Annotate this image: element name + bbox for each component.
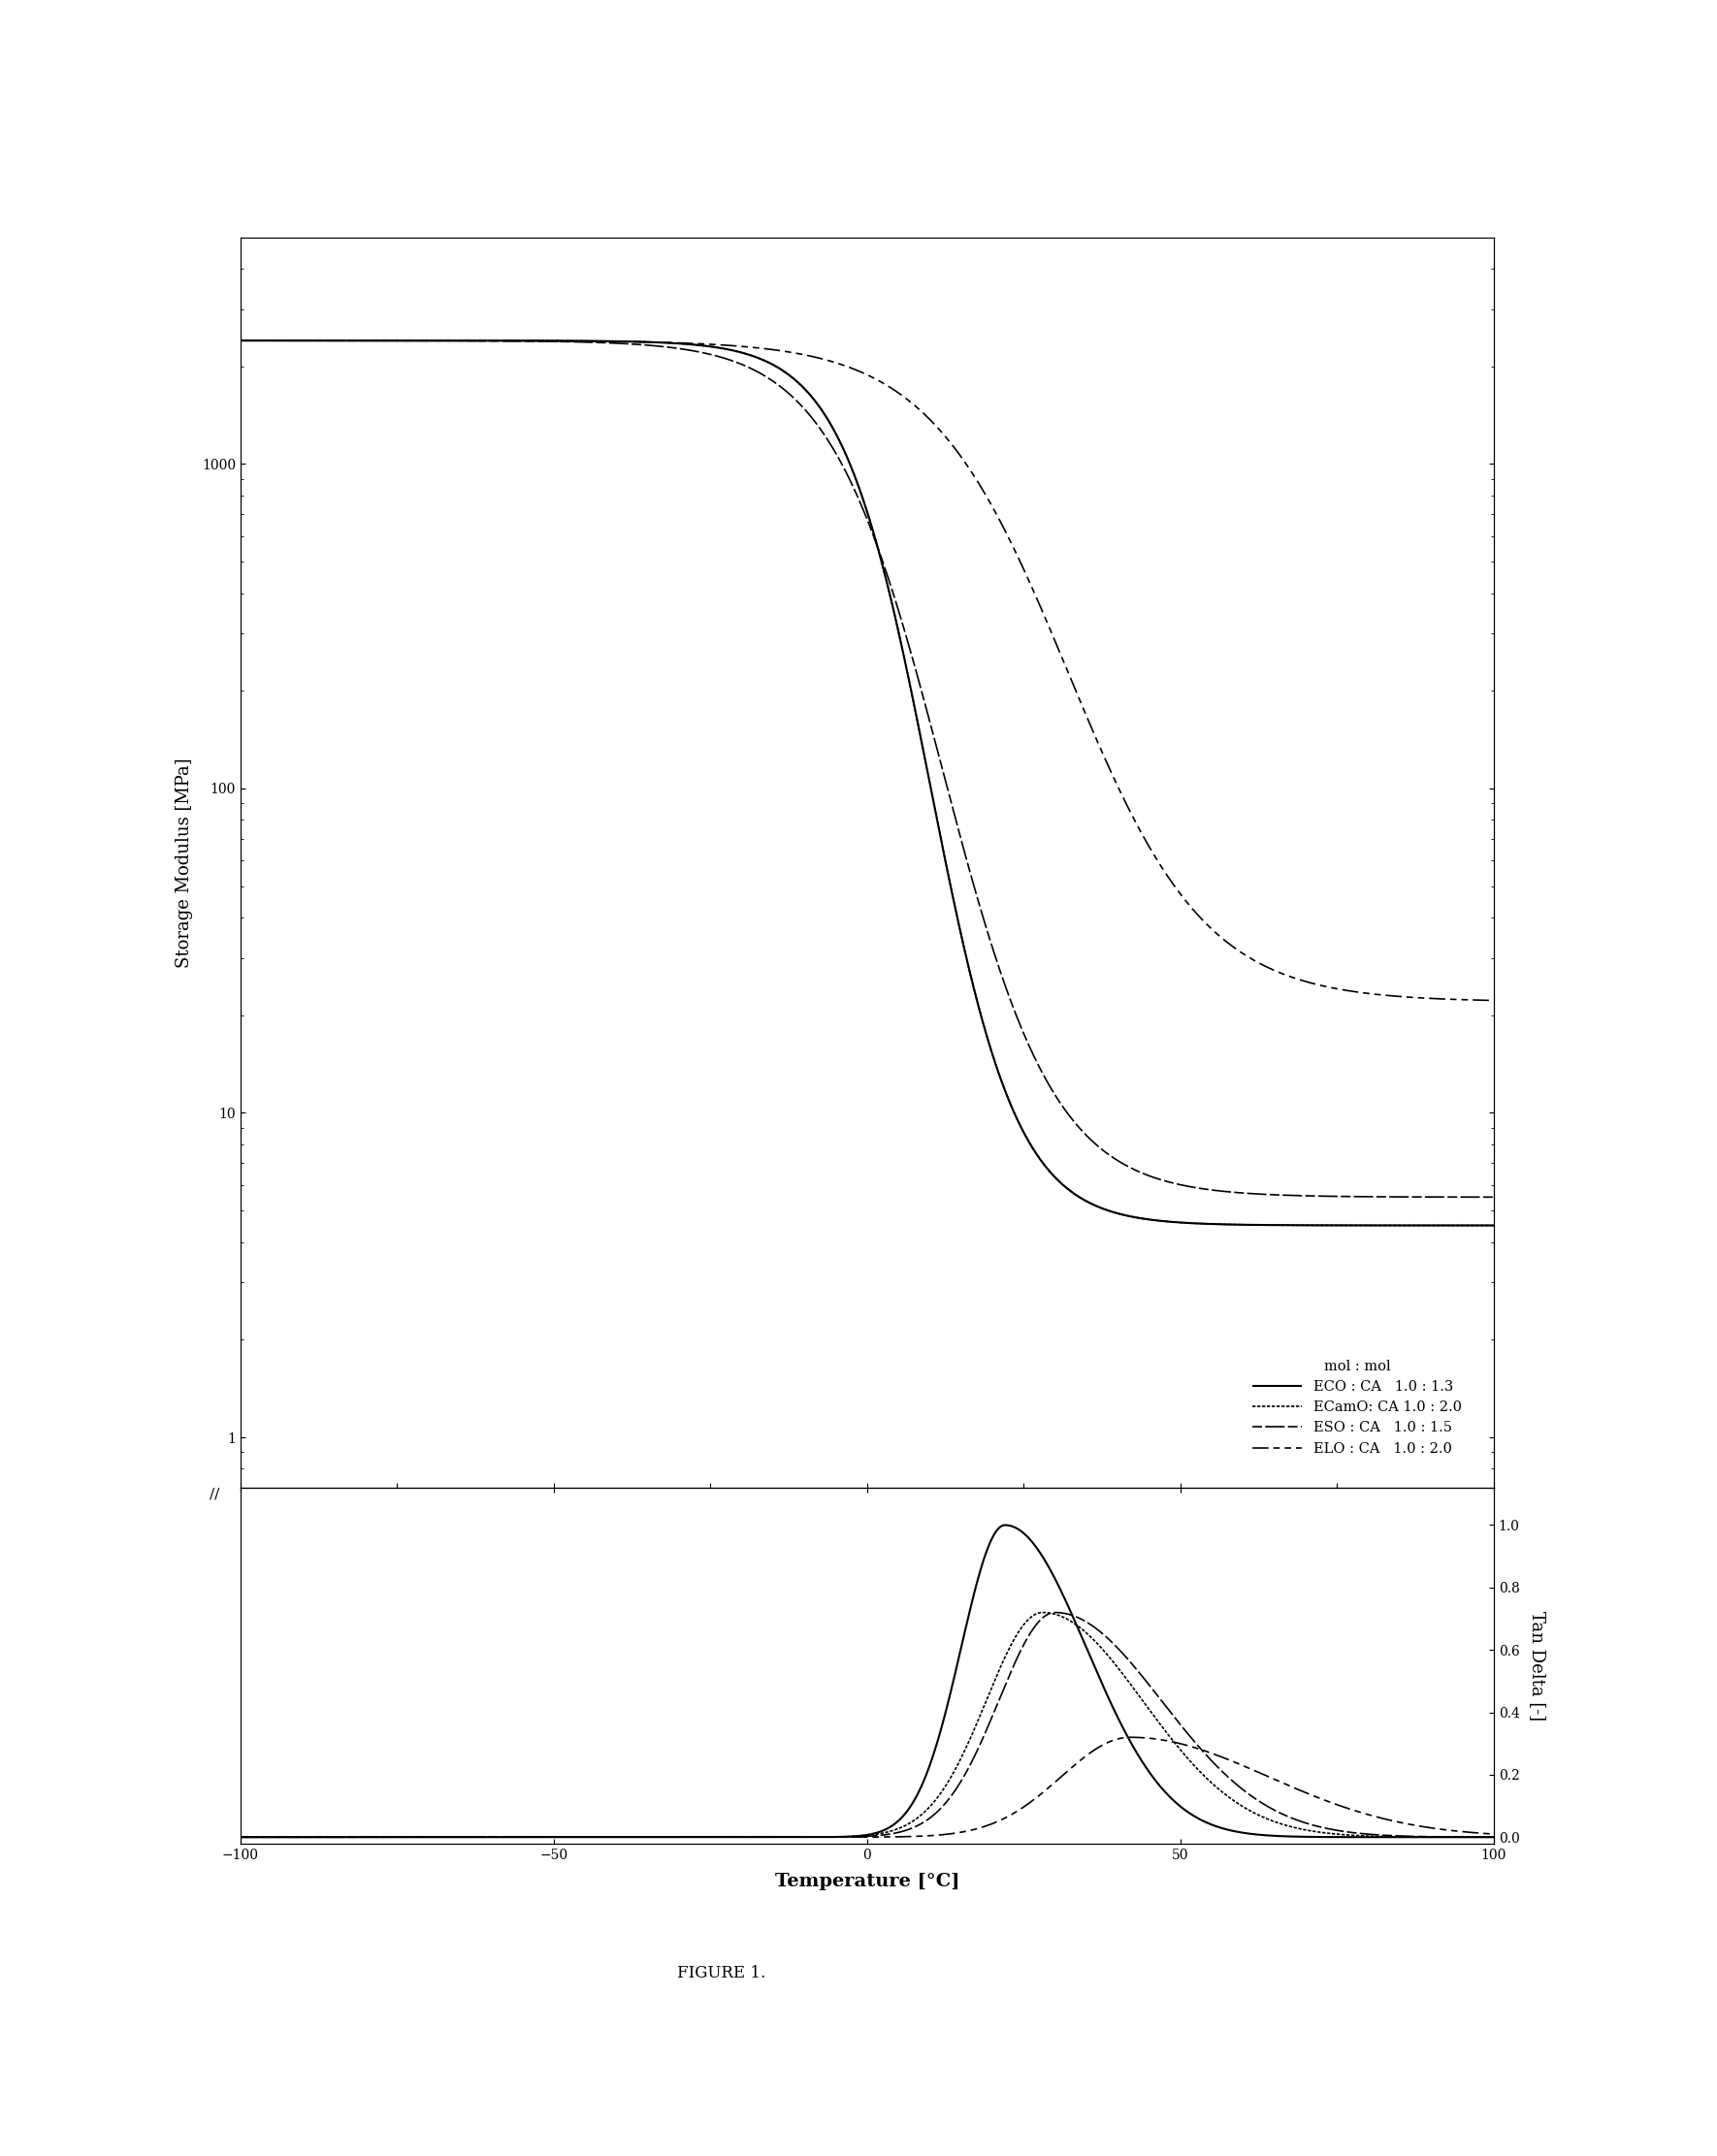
Text: FIGURE 1.: FIGURE 1. xyxy=(676,1964,766,1981)
Y-axis label: Storage Modulus [MPa]: Storage Modulus [MPa] xyxy=(177,757,194,968)
Text: //: // xyxy=(209,1488,220,1501)
Y-axis label: Tan Delta [-]: Tan Delta [-] xyxy=(1530,1611,1547,1720)
Legend: ECO : CA   1.0 : 1.3, ECamO: CA 1.0 : 2.0, ESO : CA   1.0 : 1.5, ELO : CA   1.0 : ECO : CA 1.0 : 1.3, ECamO: CA 1.0 : 2.0,… xyxy=(1252,1360,1461,1455)
X-axis label: Temperature [°C]: Temperature [°C] xyxy=(774,1871,960,1891)
